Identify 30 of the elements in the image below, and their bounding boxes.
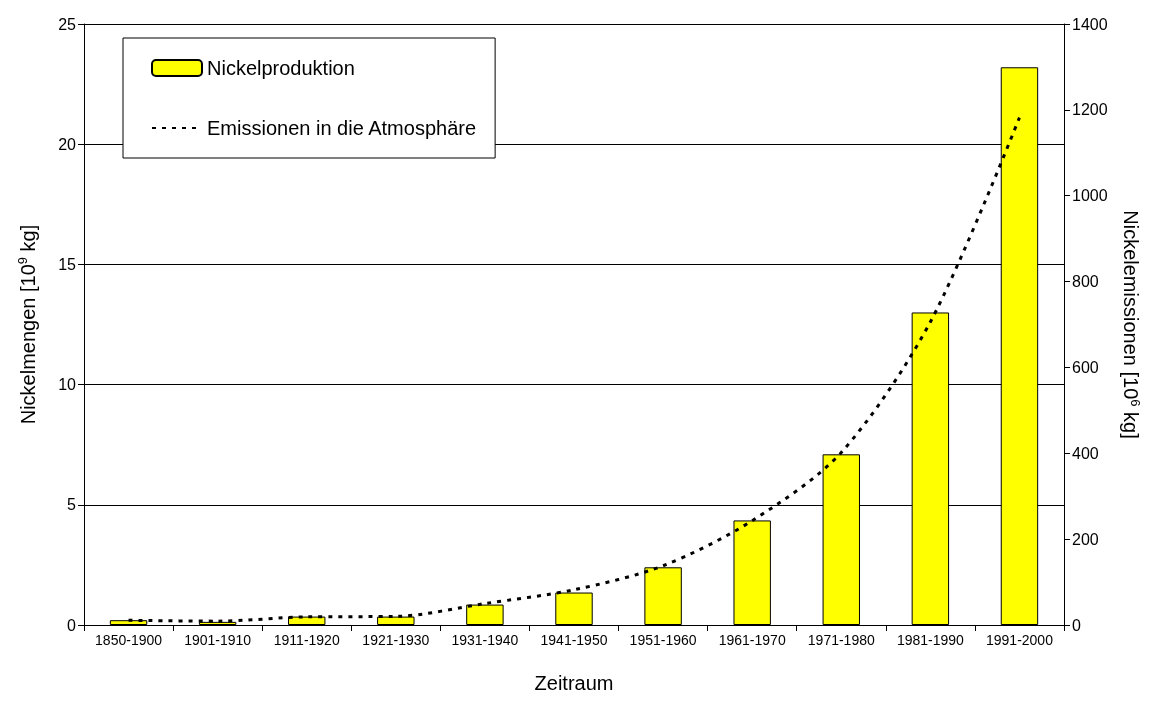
- x-tick-label: 1991-2000: [985, 632, 1054, 648]
- legend-label: Emissionen in die Atmosphäre: [207, 117, 477, 139]
- y-tick-label: 5: [67, 496, 77, 514]
- y2-tick-label: 1200: [1072, 101, 1108, 119]
- y-tick-label: 25: [58, 15, 77, 33]
- y-tick-label: 15: [58, 255, 77, 273]
- x-tick-label: 1971-1980: [807, 632, 875, 648]
- x-tick-label: 1901-1910: [184, 632, 252, 648]
- y2-tick-label: 0: [1072, 616, 1081, 634]
- x-tick-label: 1951-1960: [629, 632, 697, 648]
- x-tick-label: 1941-1950: [540, 632, 608, 648]
- x-tick-label: 1850-1900: [95, 632, 163, 648]
- y-axis-title: Nickelmengen [109 kg]: [15, 224, 39, 425]
- y-tick-label: 20: [58, 135, 77, 153]
- y2-axis-title: Nickelemissionen [106 kg]: [1119, 210, 1143, 439]
- x-axis-title: Zeitraum: [534, 672, 614, 694]
- x-tick-label: 1921-1930: [362, 632, 430, 648]
- x-tick-label: 1961-1970: [718, 632, 786, 648]
- y2-tick-label: 1400: [1072, 15, 1108, 33]
- x-tick-label: 1981-1990: [896, 632, 965, 648]
- y2-tick-label: 400: [1072, 444, 1099, 462]
- y-tick-label: 10: [58, 376, 77, 394]
- x-tick-label: 1911-1920: [273, 632, 340, 648]
- legend-label: Nickelproduktion: [207, 57, 355, 79]
- y2-tick-label: 1000: [1072, 187, 1108, 205]
- y2-tick-label: 600: [1072, 358, 1099, 376]
- x-tick-label: 1931-1940: [451, 632, 519, 648]
- y2-tick-label: 800: [1072, 273, 1099, 291]
- y-tick-label: 0: [67, 616, 77, 634]
- y2-tick-label: 200: [1072, 530, 1099, 548]
